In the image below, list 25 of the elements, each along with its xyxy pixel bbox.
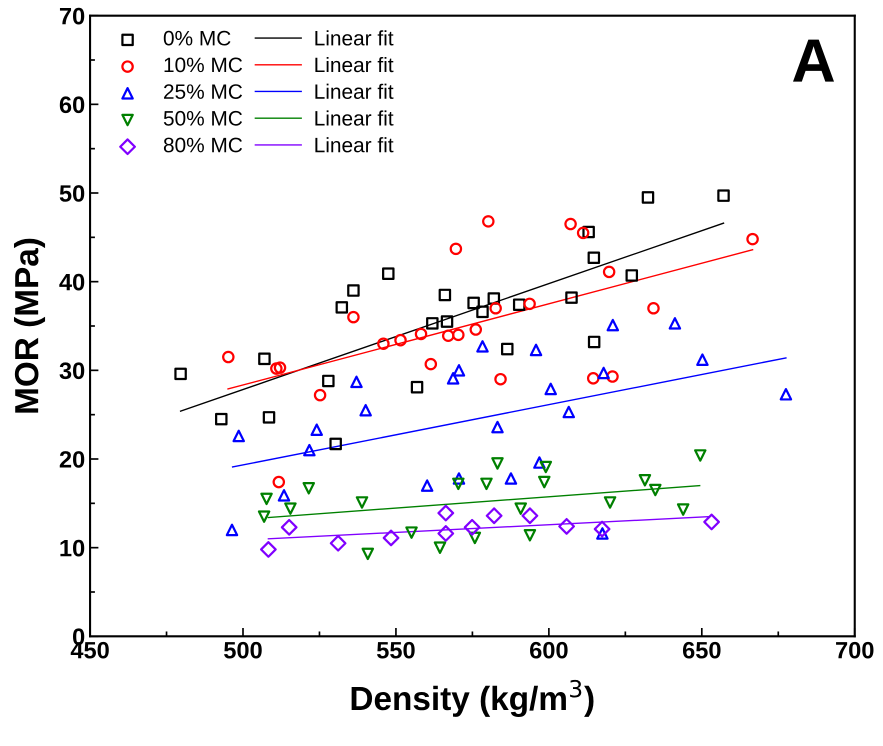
legend-label: 80% MC bbox=[164, 138, 242, 152]
y-tick-label: 70 bbox=[60, 8, 84, 24]
legend-label: Linear fit bbox=[315, 84, 394, 99]
y-tick-label: 20 bbox=[60, 451, 84, 468]
annotation: A bbox=[793, 40, 834, 82]
x-tick-label: 500 bbox=[224, 642, 262, 659]
legend-label: Linear fit bbox=[315, 137, 394, 152]
y-tick-label: 30 bbox=[59, 362, 84, 380]
y-tick-label: 10 bbox=[60, 540, 84, 556]
legend-label: 50% MC bbox=[164, 110, 242, 126]
legend-label: Linear fit bbox=[315, 56, 394, 72]
legend-label: 25% MC bbox=[164, 84, 242, 99]
x-tick-label: 650 bbox=[682, 642, 721, 659]
y-axis-title: MOR (MPa) bbox=[14, 238, 46, 413]
x-tick-label: 600 bbox=[530, 642, 568, 659]
x-tick-label: 700 bbox=[836, 642, 874, 659]
x-axis-title: Density (kg/m$^{3}$) bbox=[352, 680, 594, 718]
legend-label: Linear fit bbox=[315, 30, 394, 46]
legend-label: 10% MC bbox=[164, 58, 242, 72]
y-tick-label: 40 bbox=[59, 274, 84, 290]
legend-label: 0% MC bbox=[164, 30, 230, 46]
legend-label: Linear fit bbox=[315, 110, 394, 126]
x-tick-label: 550 bbox=[376, 642, 415, 659]
y-tick-label: 50 bbox=[60, 185, 84, 202]
y-tick-label: 60 bbox=[60, 96, 84, 114]
